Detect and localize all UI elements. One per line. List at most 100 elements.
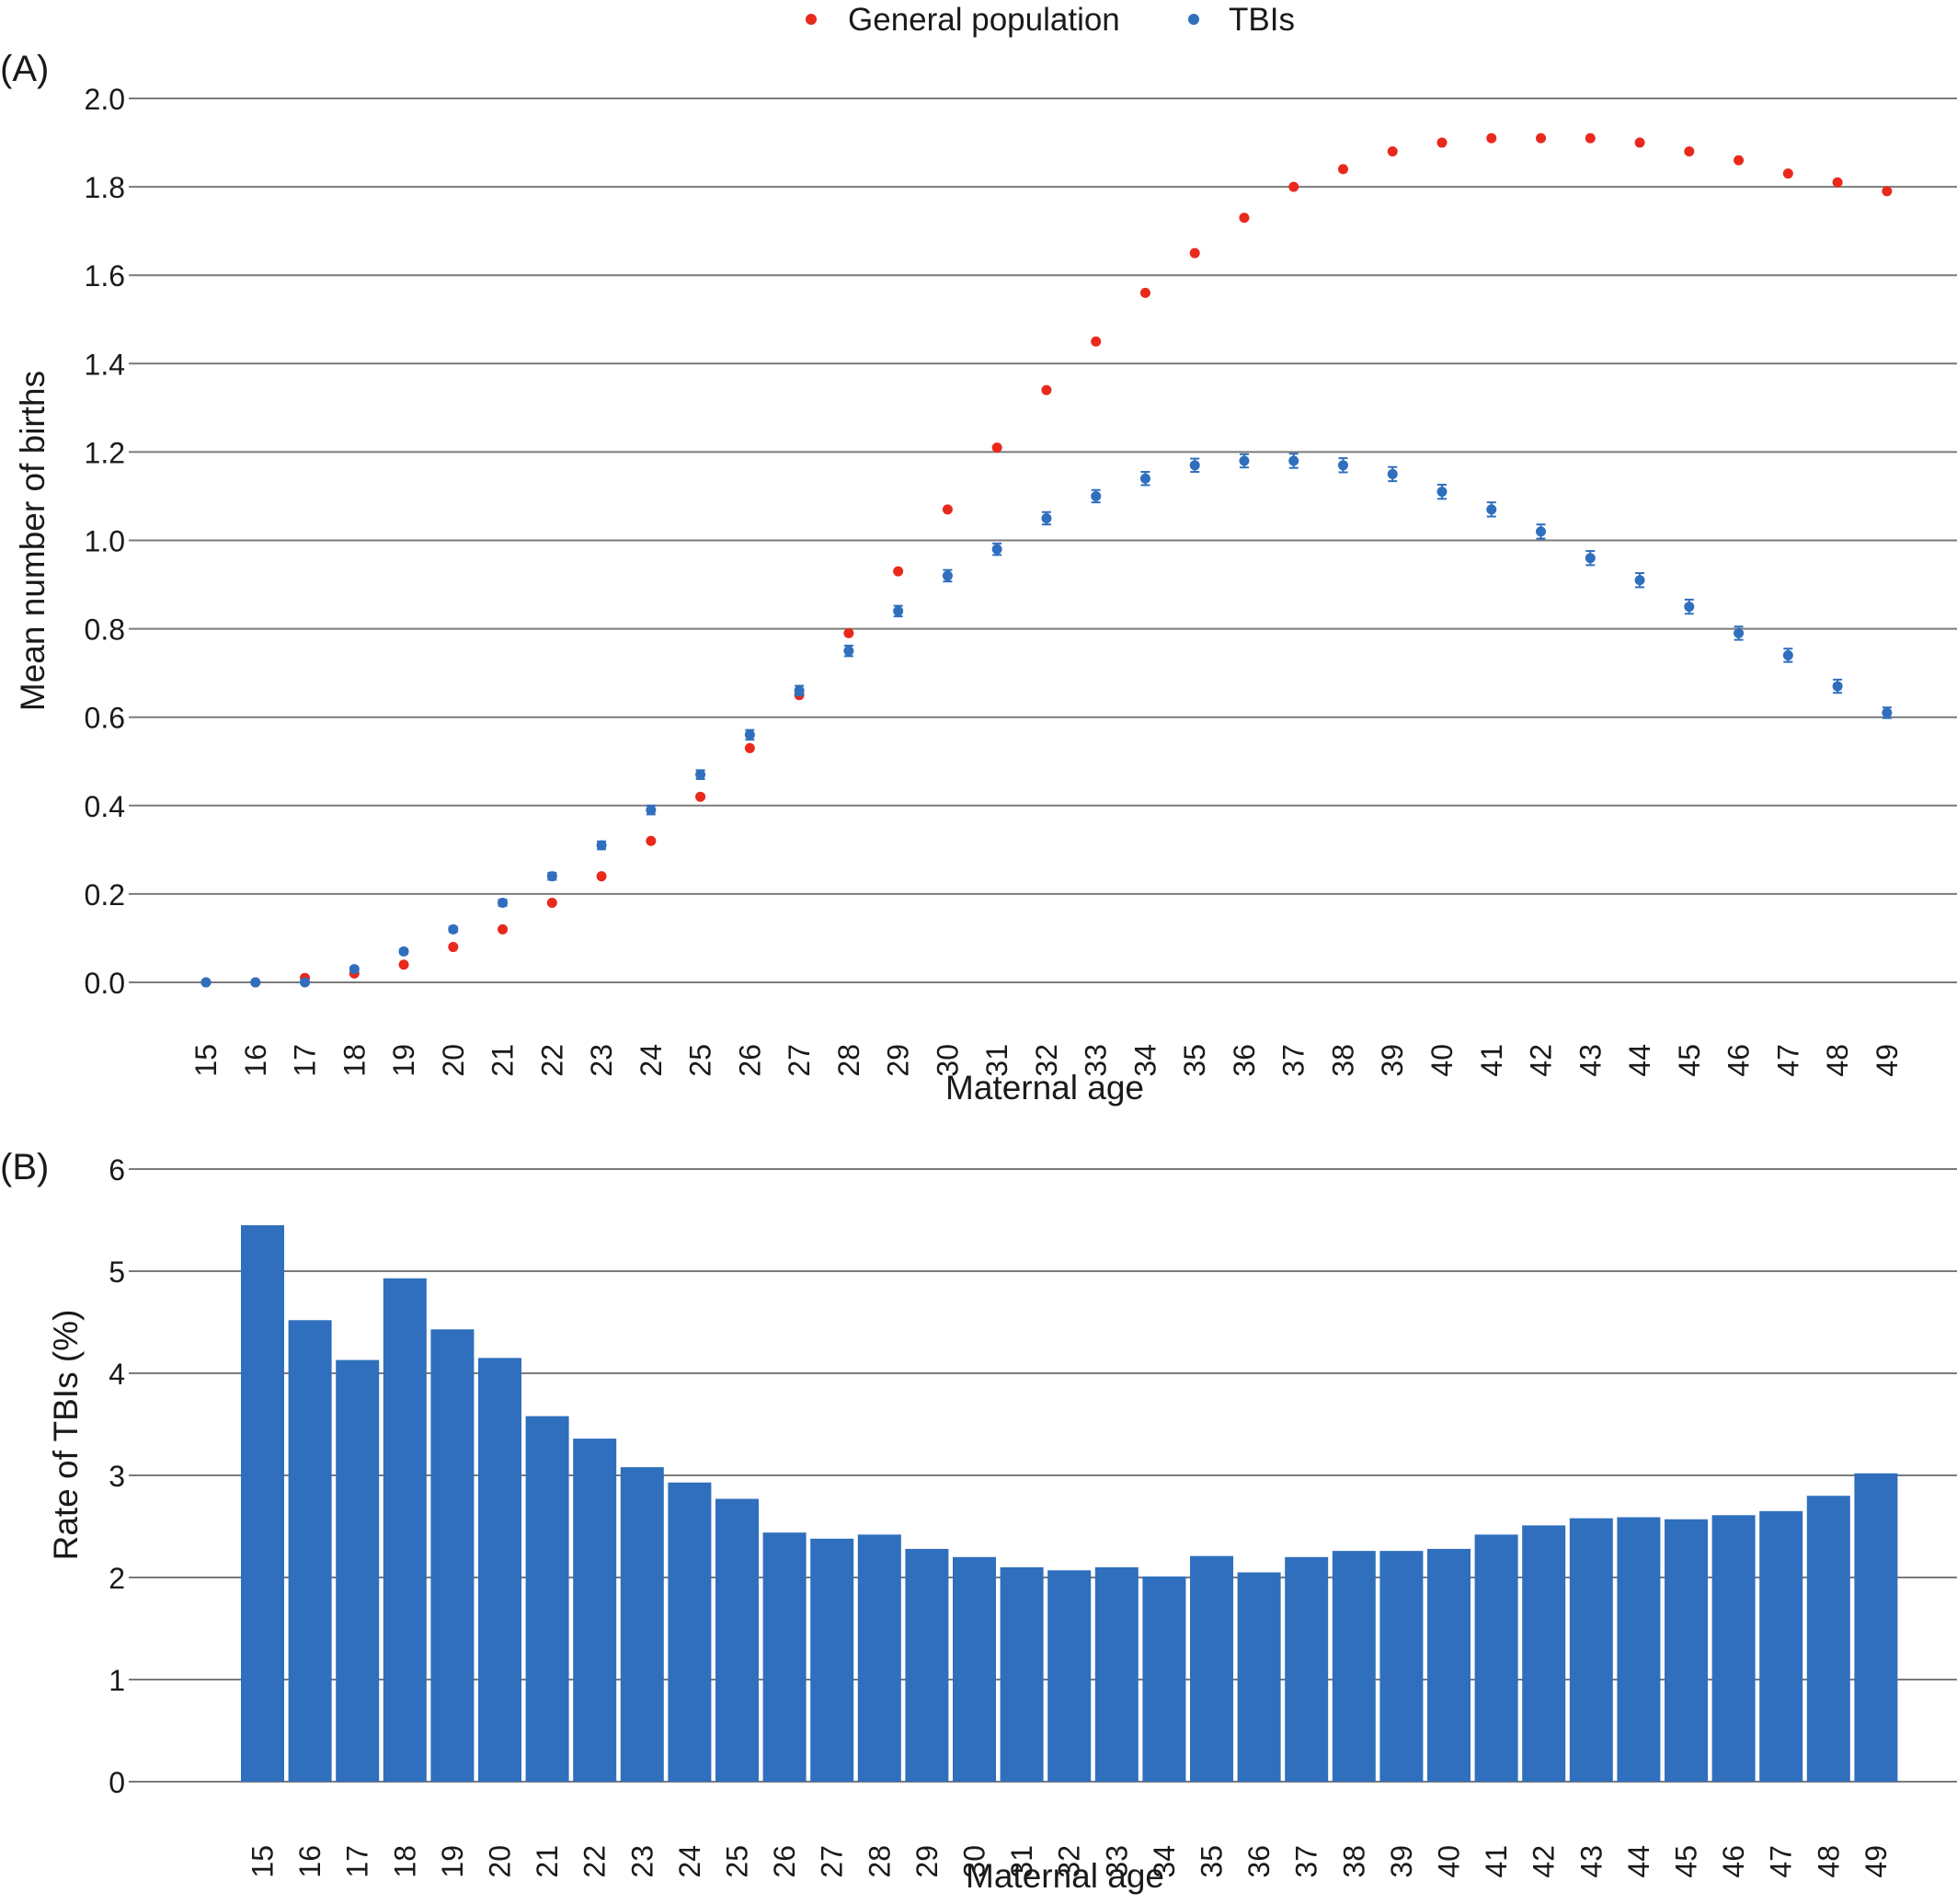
panel-b-x-tick-label: 21 xyxy=(531,1845,564,1878)
data-point xyxy=(398,959,409,970)
data-point xyxy=(646,805,657,816)
panel-a-x-axis-label: Maternal age xyxy=(945,1069,1144,1107)
bar xyxy=(810,1538,854,1782)
bar xyxy=(1759,1510,1803,1782)
bar xyxy=(1000,1566,1044,1782)
panel-b-x-tick-label: 44 xyxy=(1622,1845,1655,1878)
panel-a-x-tick-label: 33 xyxy=(1080,1044,1113,1077)
panel-b-x-tick-label: 15 xyxy=(246,1845,280,1878)
data-point xyxy=(1189,247,1200,258)
panel-a-x-tick-label: 37 xyxy=(1277,1044,1310,1077)
panel-b-x-tick-label: 30 xyxy=(958,1845,991,1878)
panel-a-x-tick-label: 38 xyxy=(1326,1044,1359,1077)
data-point xyxy=(1436,137,1448,148)
panel-a-y-tick-label: 1.8 xyxy=(85,171,125,204)
data-point xyxy=(1041,512,1052,523)
data-point xyxy=(1288,181,1299,192)
data-point xyxy=(1041,384,1052,396)
data-point xyxy=(1832,177,1843,188)
data-point xyxy=(1486,132,1497,143)
bar xyxy=(525,1416,569,1782)
panel-a-y-tick-label: 2.0 xyxy=(85,83,125,116)
legend-marker-tbis xyxy=(1188,14,1199,25)
data-point xyxy=(1634,575,1645,586)
panel-b-x-tick-label: 33 xyxy=(1100,1845,1133,1878)
data-point xyxy=(1882,707,1893,718)
bar xyxy=(1379,1551,1424,1782)
panel-b-x-tick-label: 26 xyxy=(768,1845,801,1878)
panel-b-y-tick-label: 3 xyxy=(109,1460,125,1493)
panel-a-x-tick-label: 30 xyxy=(931,1044,964,1077)
panel-a-x-tick-label: 23 xyxy=(585,1044,618,1077)
panel-a-x-tick-label: 49 xyxy=(1871,1044,1904,1077)
data-point xyxy=(1387,146,1398,157)
panel-a-x-tick-label: 45 xyxy=(1673,1044,1706,1077)
data-point xyxy=(695,769,706,780)
bar xyxy=(1854,1473,1898,1782)
panel-b-x-axis-label: Maternal age xyxy=(966,1857,1164,1895)
data-point xyxy=(744,729,755,740)
bar xyxy=(1806,1496,1850,1782)
panel-a-gridlines xyxy=(129,97,1957,983)
panel-a-y-tick-label: 0.2 xyxy=(85,878,125,912)
bar xyxy=(905,1548,949,1782)
panel-a-x-tick-label: 43 xyxy=(1574,1044,1607,1077)
panel-a-x-tick-label: 27 xyxy=(783,1044,816,1077)
bar xyxy=(762,1532,807,1782)
panel-a-x-tick-label: 40 xyxy=(1425,1044,1459,1077)
panel-b-y-tick-label: 5 xyxy=(109,1256,125,1289)
panel-a-x-tick-label: 48 xyxy=(1821,1044,1854,1077)
panel-a-label: (A) xyxy=(0,49,49,89)
panel-a-y-axis-label: Mean number of births xyxy=(14,371,52,711)
panel-a-x-tick-label: 35 xyxy=(1178,1044,1211,1077)
panel-a-x-tick-label: 47 xyxy=(1771,1044,1804,1077)
panel-a-x-tick-label: 24 xyxy=(635,1044,668,1077)
bar xyxy=(1665,1519,1708,1782)
bar xyxy=(573,1439,617,1782)
panel-a-series xyxy=(200,132,1893,988)
data-point xyxy=(448,923,459,935)
panel-b-x-tick-label: 25 xyxy=(721,1845,754,1878)
panel-a-x-tick-label: 32 xyxy=(1030,1044,1063,1077)
panel-b-x-tick-label: 17 xyxy=(341,1845,374,1878)
data-point xyxy=(942,570,953,581)
data-point xyxy=(646,835,657,846)
data-point xyxy=(1288,455,1299,466)
panel-b-x-tick-label: 20 xyxy=(484,1845,517,1878)
panel-a-x-tick-label: 44 xyxy=(1623,1044,1656,1077)
panel-a-x-tick-label: 19 xyxy=(387,1044,420,1077)
series-general-population xyxy=(200,132,1893,988)
data-point xyxy=(498,923,509,935)
data-point xyxy=(1782,649,1793,660)
panel-a-y-tick-label: 1.2 xyxy=(85,436,125,469)
data-point xyxy=(1387,468,1398,479)
data-point xyxy=(1189,460,1200,471)
data-point xyxy=(991,544,1002,555)
panel-a-y-tick-label: 0.4 xyxy=(85,790,125,823)
data-point xyxy=(893,605,904,616)
data-point xyxy=(1832,681,1843,692)
panel-b-x-tick-label: 39 xyxy=(1385,1845,1418,1878)
bar xyxy=(1047,1570,1092,1782)
data-point xyxy=(1436,487,1448,498)
bar xyxy=(1522,1525,1566,1782)
data-point xyxy=(843,627,854,638)
bar xyxy=(857,1534,901,1782)
panel-a-y-tick-labels: 0.0 0.2 0.4 0.6 0.8 1.0 1.2 1.4 1.6 1.8 2.0 xyxy=(85,83,125,1000)
bar xyxy=(1142,1576,1186,1782)
data-point xyxy=(546,898,557,909)
panel-b-x-tick-label: 48 xyxy=(1812,1845,1845,1878)
bar xyxy=(1332,1551,1376,1782)
panel-b-x-tick-label: 22 xyxy=(578,1845,612,1878)
data-point xyxy=(695,791,706,802)
panel-a-x-tick-label: 36 xyxy=(1228,1044,1261,1077)
series-tbis xyxy=(200,453,1893,988)
panel-b-x-tick-label: 19 xyxy=(436,1845,469,1878)
panel-b-x-tick-label: 23 xyxy=(625,1845,658,1878)
panel-b-x-tick-label: 29 xyxy=(910,1845,944,1878)
panel-b-x-tick-label: 36 xyxy=(1242,1845,1276,1878)
bar xyxy=(478,1358,521,1782)
panel-a-x-tick-label: 42 xyxy=(1525,1044,1558,1077)
data-point xyxy=(1239,212,1250,224)
